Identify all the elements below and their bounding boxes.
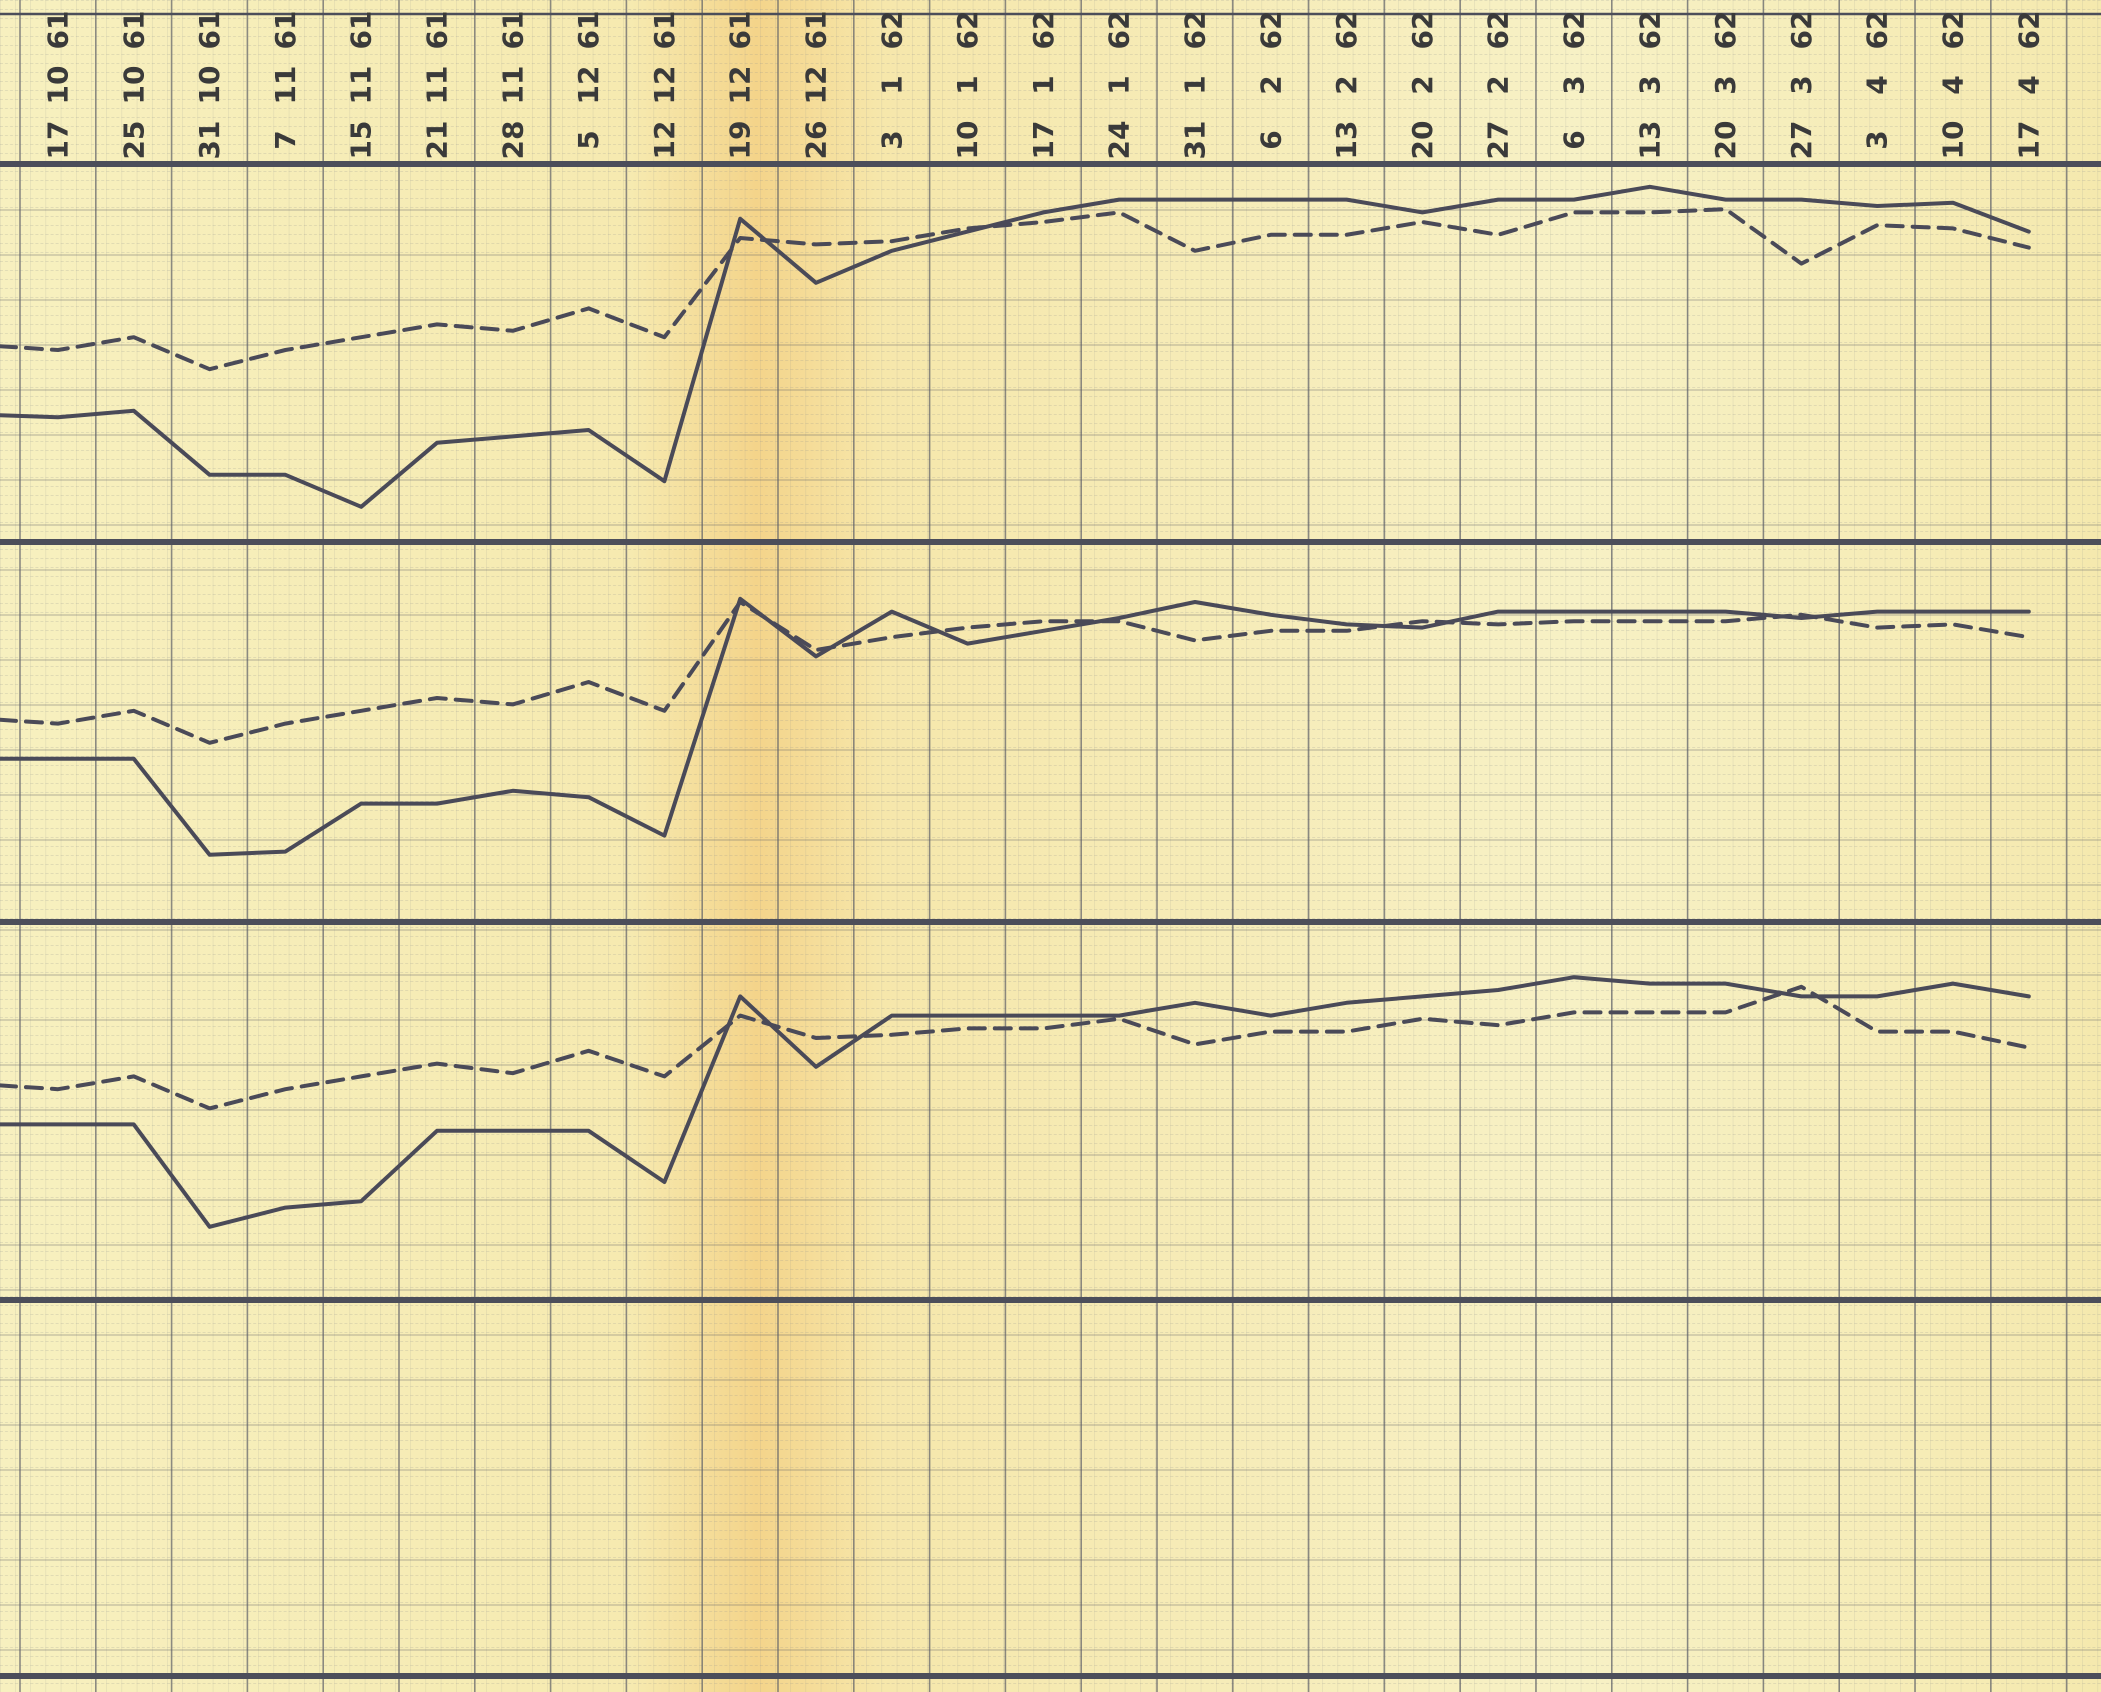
tick-label-month: 12: [648, 66, 681, 105]
tick-label-day: 3: [1861, 130, 1894, 149]
tick-label-year: 61: [724, 11, 757, 50]
tick-label-year: 62: [1861, 11, 1894, 50]
tick-label-month: 12: [724, 66, 757, 105]
tick-label-month: 4: [1937, 75, 1970, 94]
band-rules: [0, 12, 2101, 1679]
tick-label-month: 12: [800, 66, 833, 105]
tick-label-day: 7: [269, 130, 302, 149]
tick-label-year: 62: [2012, 11, 2045, 50]
tick-label-year: 61: [117, 11, 150, 50]
series-line-solid: [0, 975, 2031, 1229]
tick-label-month: 2: [1406, 75, 1439, 94]
panel-3: [0, 975, 2031, 1229]
tick-label-day: 20: [1406, 121, 1439, 160]
tick-label-year: 61: [42, 11, 75, 50]
series-line-dashed: [0, 600, 2031, 745]
tick-label-year: 62: [1482, 11, 1515, 50]
tick-label-month: 1: [951, 75, 984, 94]
tick-label-year: 62: [1709, 11, 1742, 50]
tick-label-day: 6: [1558, 130, 1591, 149]
date-axis: 6110176110256110316111761111561112161112…: [42, 11, 2046, 160]
tick-label-day: 27: [1482, 121, 1515, 160]
tick-label-month: 12: [572, 66, 605, 105]
tick-label-year: 62: [1633, 11, 1666, 50]
tick-label-year: 62: [1254, 11, 1287, 50]
tick-label-year: 61: [345, 11, 378, 50]
tick-label-year: 62: [875, 11, 908, 50]
tick-label-day: 17: [2012, 121, 2045, 160]
series-line-dashed: [0, 984, 2031, 1111]
tick-label-year: 62: [1330, 11, 1363, 50]
tick-label-day: 21: [421, 121, 454, 160]
tick-label-year: 61: [269, 11, 302, 50]
tick-label-day: 12: [648, 121, 681, 160]
tick-label-year: 61: [421, 11, 454, 50]
tick-label-month: 10: [117, 66, 150, 105]
tick-label-day: 5: [572, 130, 605, 149]
tick-label-year: 62: [1103, 11, 1136, 50]
panel-2: [0, 596, 2031, 857]
tick-label-month: 3: [1709, 75, 1742, 94]
series-line-dashed: [0, 207, 2031, 372]
tick-label-month: 11: [345, 66, 378, 105]
tick-label-month: 11: [496, 66, 529, 105]
tick-label-day: 17: [1027, 121, 1060, 160]
tick-label-month: 10: [193, 66, 226, 105]
tick-label-month: 2: [1330, 75, 1363, 94]
tick-label-day: 31: [193, 121, 226, 160]
tick-label-day: 13: [1633, 121, 1666, 160]
tick-label-month: 1: [875, 75, 908, 94]
tick-label-year: 62: [1785, 11, 1818, 50]
series-line-solid: [0, 596, 2031, 857]
tick-label-day: 24: [1103, 121, 1136, 160]
tick-label-day: 15: [345, 121, 378, 160]
tick-label-month: 1: [1027, 75, 1060, 94]
tick-label-day: 27: [1785, 121, 1818, 160]
tick-label-month: 11: [269, 66, 302, 105]
tick-label-day: 31: [1179, 121, 1212, 160]
tick-label-day: 10: [951, 121, 984, 160]
tick-label-month: 3: [1785, 75, 1818, 94]
tick-label-day: 3: [875, 130, 908, 149]
tick-label-day: 25: [117, 121, 150, 160]
tick-label-year: 62: [1179, 11, 1212, 50]
tick-label-month: 4: [2012, 75, 2045, 94]
tick-label-year: 62: [1027, 11, 1060, 50]
plot-area: [0, 184, 2031, 1229]
tick-label-year: 61: [496, 11, 529, 50]
tick-label-day: 19: [724, 121, 757, 160]
series-line-solid: [0, 184, 2031, 509]
tick-label-day: 6: [1254, 130, 1287, 149]
tick-label-month: 2: [1254, 75, 1287, 94]
tick-label-year: 62: [1406, 11, 1439, 50]
tick-label-year: 61: [800, 11, 833, 50]
tick-label-year: 61: [193, 11, 226, 50]
tick-label-year: 61: [648, 11, 681, 50]
tick-label-month: 4: [1861, 75, 1894, 94]
tick-label-day: 10: [1937, 121, 1970, 160]
tick-label-month: 11: [421, 66, 454, 105]
tick-label-day: 26: [800, 121, 833, 160]
tick-label-month: 3: [1558, 75, 1591, 94]
tick-label-day: 17: [42, 121, 75, 160]
tick-label-month: 10: [42, 66, 75, 105]
tick-label-month: 1: [1103, 75, 1136, 94]
tick-label-month: 3: [1633, 75, 1666, 94]
panel-1: [0, 184, 2031, 509]
tick-label-month: 1: [1179, 75, 1212, 94]
tick-label-year: 61: [572, 11, 605, 50]
tick-label-year: 62: [951, 11, 984, 50]
tick-label-year: 62: [1937, 11, 1970, 50]
tick-label-day: 13: [1330, 121, 1363, 160]
tick-label-month: 2: [1482, 75, 1515, 94]
tick-label-day: 28: [496, 121, 529, 160]
tick-label-year: 62: [1558, 11, 1591, 50]
tick-label-day: 20: [1709, 121, 1742, 160]
